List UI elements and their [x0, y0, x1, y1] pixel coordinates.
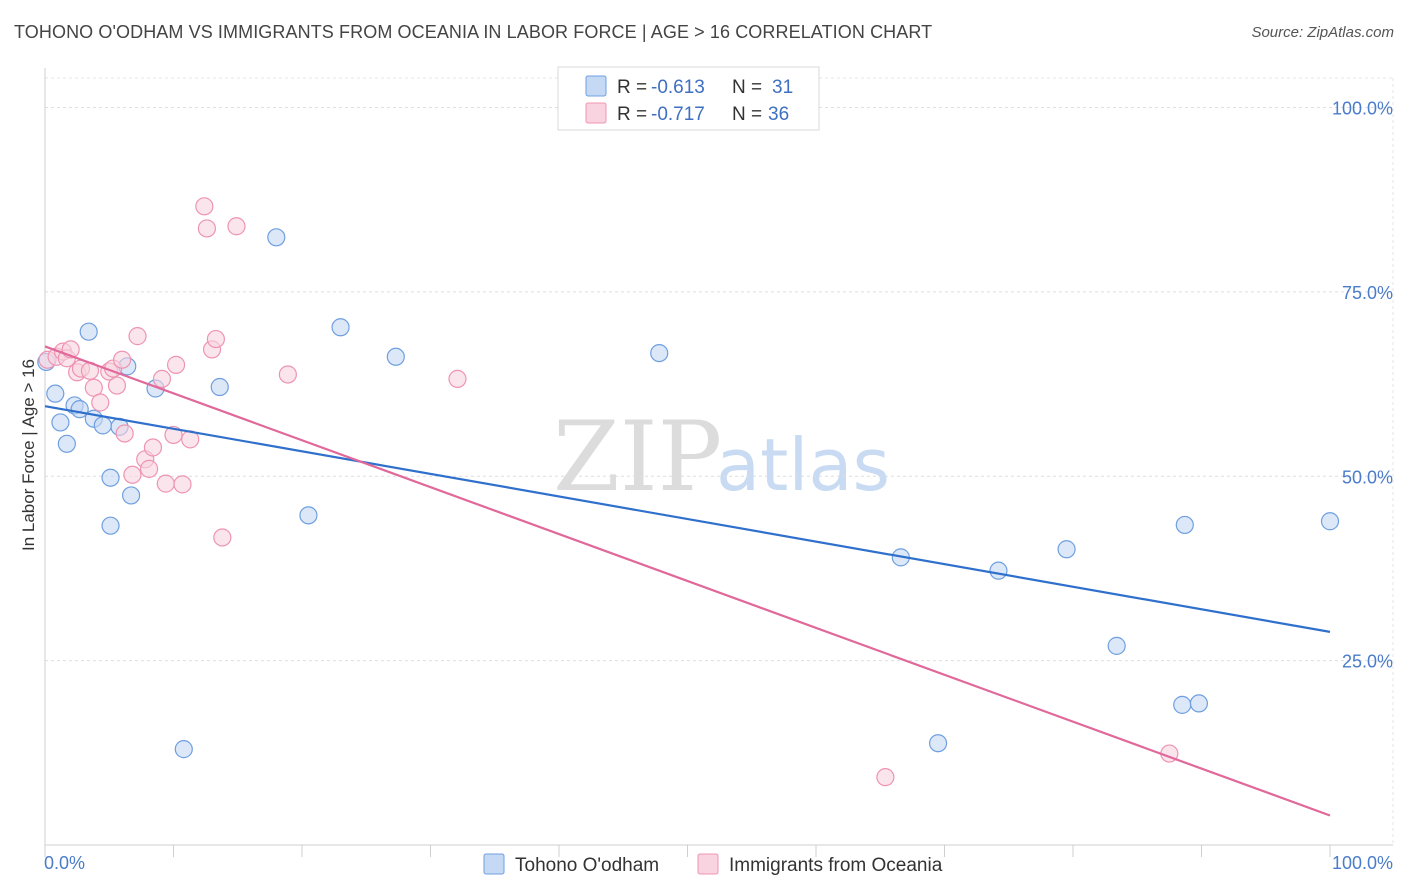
legend-swatch-tohono	[585, 75, 607, 97]
axes	[44, 68, 1393, 857]
point-tohono	[386, 347, 405, 366]
point-tohono	[101, 468, 120, 487]
point-oceania	[112, 350, 132, 369]
legend-r-label-oceania: R =	[617, 104, 647, 125]
point-tohono	[1107, 636, 1126, 655]
y-tick-label-25: 25.0%	[1342, 652, 1393, 672]
stats-legend: R = -0.613 N = 31 R = -0.717 N = 36	[557, 66, 820, 131]
legend-swatch-oceania	[585, 102, 607, 124]
source-credit: Source: ZipAtlas.com	[1251, 24, 1394, 41]
point-oceania	[227, 217, 246, 236]
trend-line-tohono	[44, 405, 1331, 633]
point-oceania	[91, 393, 110, 412]
point-tohono	[93, 416, 112, 435]
legend-r-value-oceania: -0.717	[651, 104, 705, 125]
chart-title: TOHONO O'ODHAM VS IMMIGRANTS FROM OCEANI…	[14, 22, 933, 42]
point-tohono	[101, 516, 120, 535]
point-oceania	[152, 369, 172, 388]
point-oceania	[197, 219, 217, 238]
point-tohono	[1320, 512, 1340, 531]
series-legend-swatch-tohono	[483, 853, 505, 875]
trend-line-oceania	[44, 345, 1331, 817]
legend-n-value-tohono: 31	[772, 77, 793, 98]
point-oceania	[107, 376, 127, 395]
point-tohono	[79, 322, 98, 341]
point-tohono	[174, 740, 193, 759]
point-oceania	[876, 768, 895, 787]
series-legend-label-oceania: Immigrants from Oceania	[729, 855, 943, 876]
point-oceania	[115, 424, 134, 443]
x-tick-label-end: 100.0%	[1332, 853, 1393, 873]
point-oceania	[173, 475, 192, 494]
point-tohono	[650, 343, 669, 363]
point-oceania	[156, 474, 175, 493]
point-oceania	[278, 365, 297, 384]
point-tohono	[57, 434, 76, 453]
point-oceania	[166, 355, 186, 374]
x-tick-label-start: 0.0%	[44, 853, 85, 873]
point-oceania	[206, 329, 226, 349]
trend-lines	[44, 345, 1331, 817]
legend-r-label-tohono: R =	[617, 77, 647, 98]
y-tick-label-100: 100.0%	[1332, 99, 1393, 119]
point-tohono	[1057, 540, 1076, 559]
point-tohono	[1175, 515, 1194, 535]
point-tohono	[267, 228, 286, 247]
point-oceania	[128, 327, 147, 346]
watermark-zip: ZIP	[553, 401, 722, 513]
data-points	[37, 197, 1340, 787]
y-tick-label-75: 75.0%	[1342, 283, 1393, 303]
point-tohono	[331, 318, 350, 337]
point-tohono	[1173, 695, 1192, 714]
y-tick-label-50: 50.0%	[1342, 467, 1393, 487]
point-tohono	[210, 377, 229, 397]
legend-n-label-tohono: N =	[732, 77, 762, 98]
legend-n-value-oceania: 36	[768, 104, 789, 125]
point-tohono	[46, 384, 65, 403]
series-legend: Tohono O'odham Immigrants from Oceania	[483, 853, 943, 876]
watermark-atlas: atlas	[716, 423, 890, 507]
point-oceania	[448, 369, 467, 388]
point-oceania	[123, 465, 142, 484]
point-oceania	[139, 459, 159, 478]
point-tohono	[928, 734, 948, 753]
point-tohono	[1189, 694, 1209, 713]
series-legend-label-tohono: Tohono O'odham	[515, 855, 659, 876]
point-tohono	[299, 506, 318, 525]
point-tohono	[51, 413, 70, 432]
point-tohono	[121, 486, 141, 505]
grid-lines	[45, 77, 1394, 845]
series-legend-swatch-oceania	[697, 853, 719, 875]
y-tick-labels: 25.0% 50.0% 75.0% 100.0%	[1332, 99, 1393, 672]
point-oceania	[195, 197, 214, 216]
point-oceania	[143, 438, 163, 457]
legend-n-label-oceania: N =	[732, 104, 762, 125]
legend-r-value-tohono: -0.613	[651, 77, 705, 98]
y-axis-label: In Labor Force | Age > 16	[19, 359, 38, 551]
point-oceania	[164, 425, 183, 445]
point-tohono	[989, 561, 1008, 580]
point-oceania	[213, 528, 232, 547]
